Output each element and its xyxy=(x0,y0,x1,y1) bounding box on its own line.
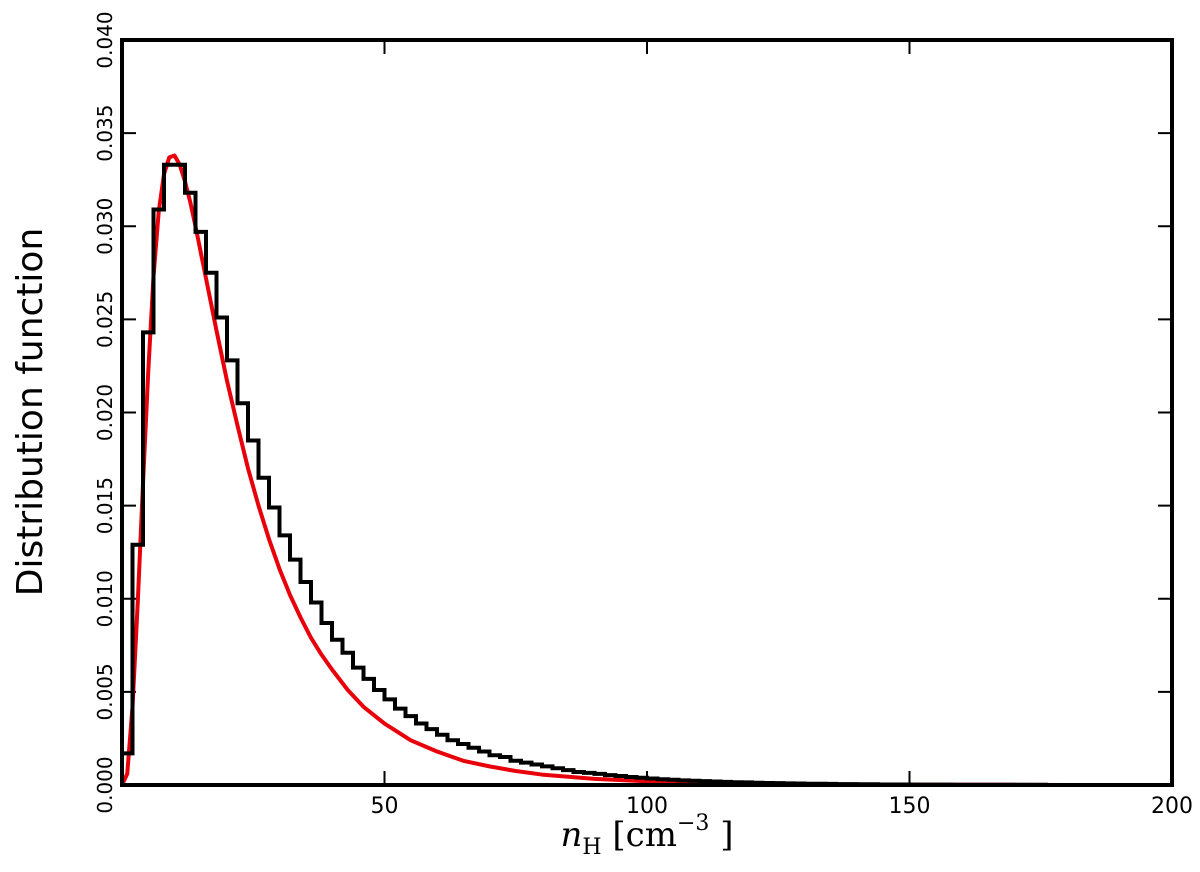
x-axis-label-unit: [cm xyxy=(602,815,677,855)
y-tick-label: 0.010 xyxy=(93,570,117,627)
x-tick-label: 50 xyxy=(371,794,399,819)
y-axis-label: Distribution function xyxy=(10,228,51,597)
y-tick-label: 0.030 xyxy=(93,198,117,255)
x-axis-label-close: ] xyxy=(709,815,733,855)
y-tick-label: 0.005 xyxy=(93,663,117,720)
x-tick-label: 100 xyxy=(626,794,668,819)
y-tick-label: 0.040 xyxy=(93,11,117,68)
x-tick-label: 150 xyxy=(889,794,931,819)
y-tick-label: 0.025 xyxy=(93,291,117,348)
x-axis-label-symbol: n xyxy=(561,815,583,855)
x-axis-label: nH [cm−3 ] xyxy=(561,811,734,860)
y-tick-label: 0.000 xyxy=(93,756,117,813)
x-axis-label-subscript: H xyxy=(582,835,601,860)
y-tick-label: 0.015 xyxy=(93,477,117,534)
y-tick-label: 0.035 xyxy=(93,104,117,161)
x-axis-label-power: −3 xyxy=(677,811,709,836)
x-tick-label: 200 xyxy=(1151,794,1193,819)
y-tick-label: 0.020 xyxy=(93,384,117,441)
axis-tick-labels: 50 100 150 200 0.000 0.005 0.010 0.015 0.020 0.02… xyxy=(93,11,1193,819)
plot-frame xyxy=(120,38,1174,787)
